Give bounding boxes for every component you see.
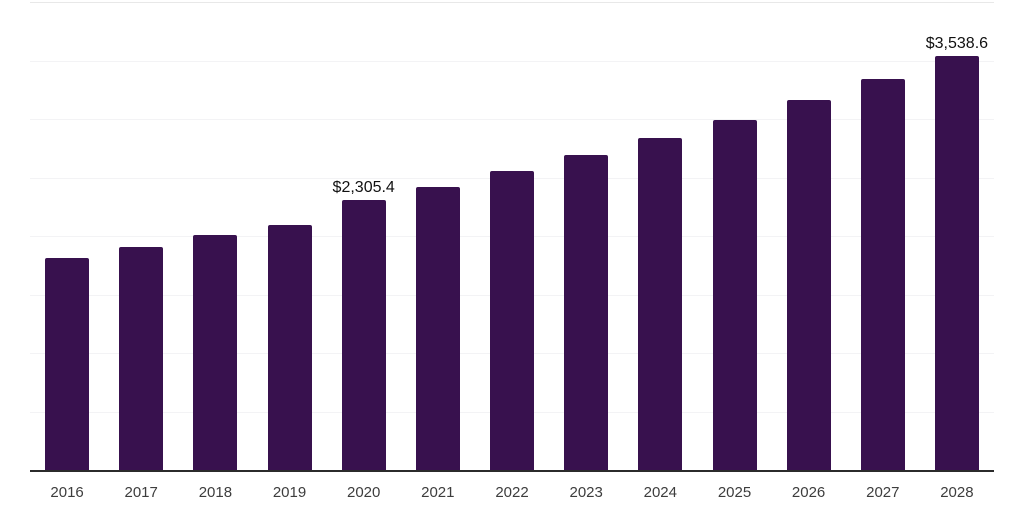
x-tick-label-2020: 2020 [347,484,381,501]
x-tick-label-2028: 2028 [940,484,974,501]
value-label-2028: $3,538.6 [925,35,989,52]
x-tick-label-2019: 2019 [272,484,307,501]
x-tick-label-2021: 2021 [421,484,455,501]
bar-2019 [267,225,312,470]
x-tick-label-2027: 2027 [866,484,900,501]
bar-2016 [45,258,90,470]
x-tick-label-2026: 2026 [791,484,826,501]
x-tick-label-2024: 2024 [643,484,677,501]
value-label-2020: $2,305.4 [332,179,395,197]
bar-2025 [712,120,757,470]
x-axis-line [30,470,994,472]
x-tick-label-2016: 2016 [50,484,84,501]
gridline-3500 [30,60,994,62]
bar-2028 [934,56,979,470]
x-tick-label-2025: 2025 [717,484,752,501]
bar-2018 [193,235,238,470]
bar-2027 [860,79,905,470]
bar-2017 [119,247,164,470]
bar-2024 [638,138,683,470]
gridline-3000 [30,119,994,120]
bar-2023 [564,154,609,470]
x-tick-label-2022: 2022 [495,484,529,501]
bar-2020 [341,200,386,470]
plot-top-border [30,2,994,3]
bar-2022 [490,170,534,470]
bar-2026 [786,99,831,470]
x-tick-label-2023: 2023 [569,484,603,501]
bar-2021 [415,186,460,470]
x-tick-label-2017: 2017 [124,484,158,501]
x-tick-label-2018: 2018 [198,484,233,501]
